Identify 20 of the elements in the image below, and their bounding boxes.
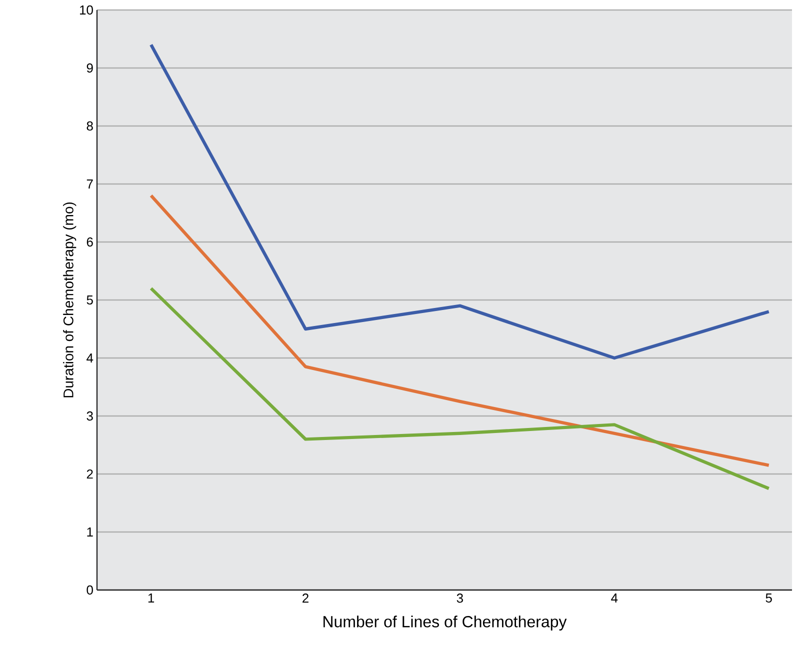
y-tick-label: 8 bbox=[86, 121, 93, 131]
x-tick-label: 2 bbox=[302, 594, 308, 603]
line-series bbox=[149, 43, 770, 360]
y-tick-label: 0 bbox=[86, 585, 93, 595]
x-axis-title: Number of Lines of Chemotherapy bbox=[324, 616, 567, 631]
y-tick-label: 9 bbox=[86, 63, 93, 73]
y-tick-label: 10 bbox=[80, 5, 93, 15]
y-tick-label: 3 bbox=[86, 411, 93, 421]
x-tick-label: 1 bbox=[148, 594, 154, 602]
x-tick-label: 3 bbox=[456, 594, 463, 603]
y-tick-label: 5 bbox=[86, 295, 93, 305]
y-tick-label: 2 bbox=[86, 469, 93, 479]
line-series bbox=[149, 286, 770, 490]
y-tick-label: 1 bbox=[87, 528, 93, 536]
x-tick-label: 5 bbox=[766, 594, 772, 603]
y-tick-label: 4 bbox=[86, 354, 94, 362]
x-tick-label: 4 bbox=[611, 594, 618, 602]
y-tick-label: 7 bbox=[86, 180, 93, 188]
y-tick-label: 6 bbox=[86, 237, 93, 247]
y-axis-title: Duration of Chemotherapy (mo) bbox=[63, 202, 76, 398]
